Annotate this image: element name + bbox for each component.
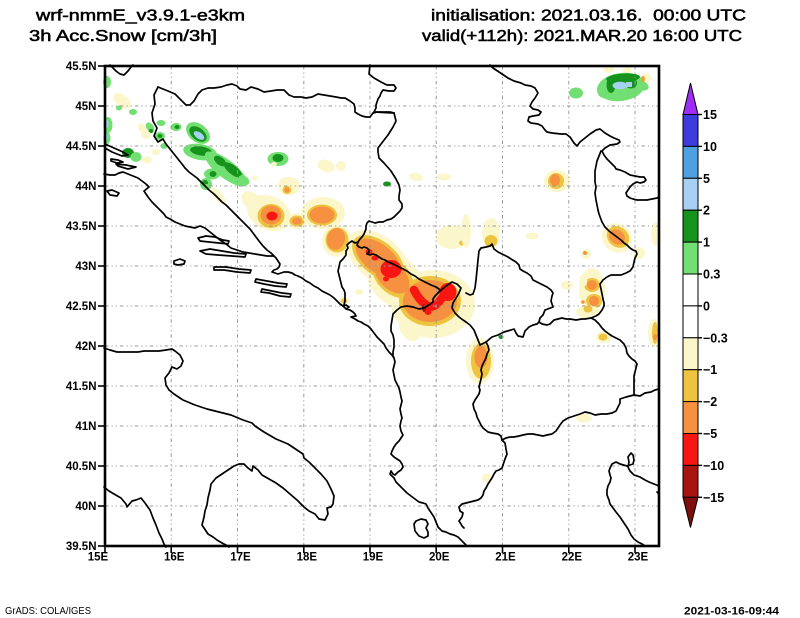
svg-text:10: 10 (703, 140, 717, 154)
svg-text:17E: 17E (230, 552, 251, 564)
svg-text:44N: 44N (75, 181, 96, 193)
svg-text:42.5N: 42.5N (66, 301, 97, 313)
svg-text:2021-03-16-09:44: 2021-03-16-09:44 (684, 606, 780, 618)
svg-text:23E: 23E (628, 552, 649, 564)
svg-text:43.5N: 43.5N (66, 221, 97, 233)
svg-text:0: 0 (703, 299, 710, 313)
svg-text:22E: 22E (562, 552, 583, 564)
svg-text:−2: −2 (703, 395, 717, 409)
svg-text:3h Acc.Snow [cm/3h]: 3h Acc.Snow [cm/3h] (29, 28, 217, 45)
svg-text:15: 15 (703, 108, 717, 122)
svg-text:41N: 41N (75, 421, 96, 433)
svg-text:16E: 16E (164, 552, 185, 564)
svg-text:40.5N: 40.5N (66, 461, 97, 473)
svg-text:44.5N: 44.5N (66, 141, 97, 153)
svg-text:45.5N: 45.5N (66, 61, 97, 73)
svg-text:43N: 43N (75, 261, 96, 273)
svg-text:initialisation: 2021.03.16. 0: initialisation: 2021.03.16. 00:00 UTC (431, 8, 746, 25)
svg-text:20E: 20E (429, 552, 450, 564)
svg-text:18E: 18E (297, 552, 318, 564)
svg-text:wrf-nmmE_v3.9.1-e3km: wrf-nmmE_v3.9.1-e3km (35, 8, 245, 25)
svg-text:15E: 15E (88, 552, 109, 564)
svg-text:5: 5 (703, 172, 710, 186)
svg-text:valid(+112h): 2021.MAR.20 16:0: valid(+112h): 2021.MAR.20 16:00 UTC (422, 28, 742, 45)
svg-text:41.5N: 41.5N (66, 381, 97, 393)
svg-text:−0.3: −0.3 (703, 331, 728, 345)
svg-text:21E: 21E (495, 552, 516, 564)
svg-text:19E: 19E (363, 552, 384, 564)
svg-text:40N: 40N (75, 501, 96, 513)
svg-text:−5: −5 (703, 427, 717, 441)
svg-text:0.3: 0.3 (703, 268, 720, 282)
svg-text:1: 1 (703, 236, 710, 250)
svg-text:45N: 45N (75, 101, 96, 113)
svg-text:−10: −10 (703, 459, 724, 473)
svg-text:2: 2 (703, 204, 710, 218)
svg-text:−15: −15 (703, 491, 724, 505)
svg-text:GrADS: COLA/IGES: GrADS: COLA/IGES (5, 605, 91, 617)
svg-text:−1: −1 (703, 363, 717, 377)
svg-text:42N: 42N (75, 341, 96, 353)
svg-text:39.5N: 39.5N (66, 541, 97, 553)
